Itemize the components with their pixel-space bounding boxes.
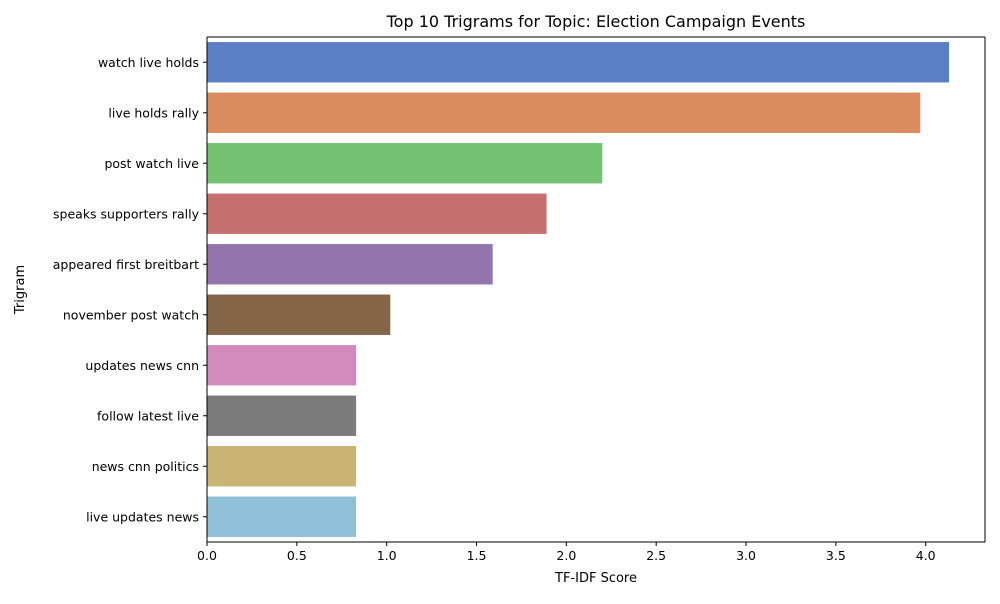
y-ticks: watch live holds live holds rally post wat…: [53, 55, 207, 524]
x-tick-label: 2.5: [646, 548, 666, 563]
x-tick-label: 0.0: [197, 548, 217, 563]
x-axis-label: TF-IDF Score: [554, 571, 637, 586]
x-tick-label: 3.5: [826, 548, 846, 563]
bar: [207, 42, 950, 83]
y-axis-label: Trigram: [13, 265, 28, 315]
y-tick-label: appeared first breitbart: [53, 257, 199, 272]
y-tick-label: live updates news: [86, 509, 199, 524]
y-tick-label: speaks supporters rally: [53, 206, 200, 221]
bar: [207, 244, 493, 285]
x-tick-label: 3.0: [736, 548, 756, 563]
bar: [207, 446, 357, 487]
x-tick-label: 4.0: [916, 548, 936, 563]
y-tick-label: updates news cnn: [85, 358, 199, 373]
axes-layer: [206, 36, 986, 543]
bar: [207, 143, 603, 184]
chart-title: Top 10 Trigrams for Topic: Election Camp…: [386, 12, 806, 31]
x-ticks: 0.0 0.5 1.0 1.5 2.0 2.5 3.0 3.5 4.0: [197, 542, 936, 563]
bar: [207, 193, 547, 234]
bar: [207, 345, 357, 386]
bar: [207, 496, 357, 537]
y-tick-label: news cnn politics: [92, 459, 199, 474]
y-tick-label: watch live holds: [98, 55, 199, 70]
y-tick-label: november post watch: [63, 307, 199, 322]
bars-layer: [207, 42, 950, 537]
y-tick-label: live holds rally: [108, 105, 199, 120]
x-tick-label: 0.5: [287, 548, 307, 563]
bar: [207, 92, 921, 133]
x-tick-label: 1.0: [377, 548, 397, 563]
x-tick-label: 1.5: [467, 548, 487, 563]
y-tick-label: follow latest live: [97, 408, 199, 423]
bar: [207, 395, 357, 436]
bar: [207, 294, 391, 335]
y-tick-label: post watch live: [104, 156, 199, 171]
x-tick-label: 2.0: [556, 548, 576, 563]
